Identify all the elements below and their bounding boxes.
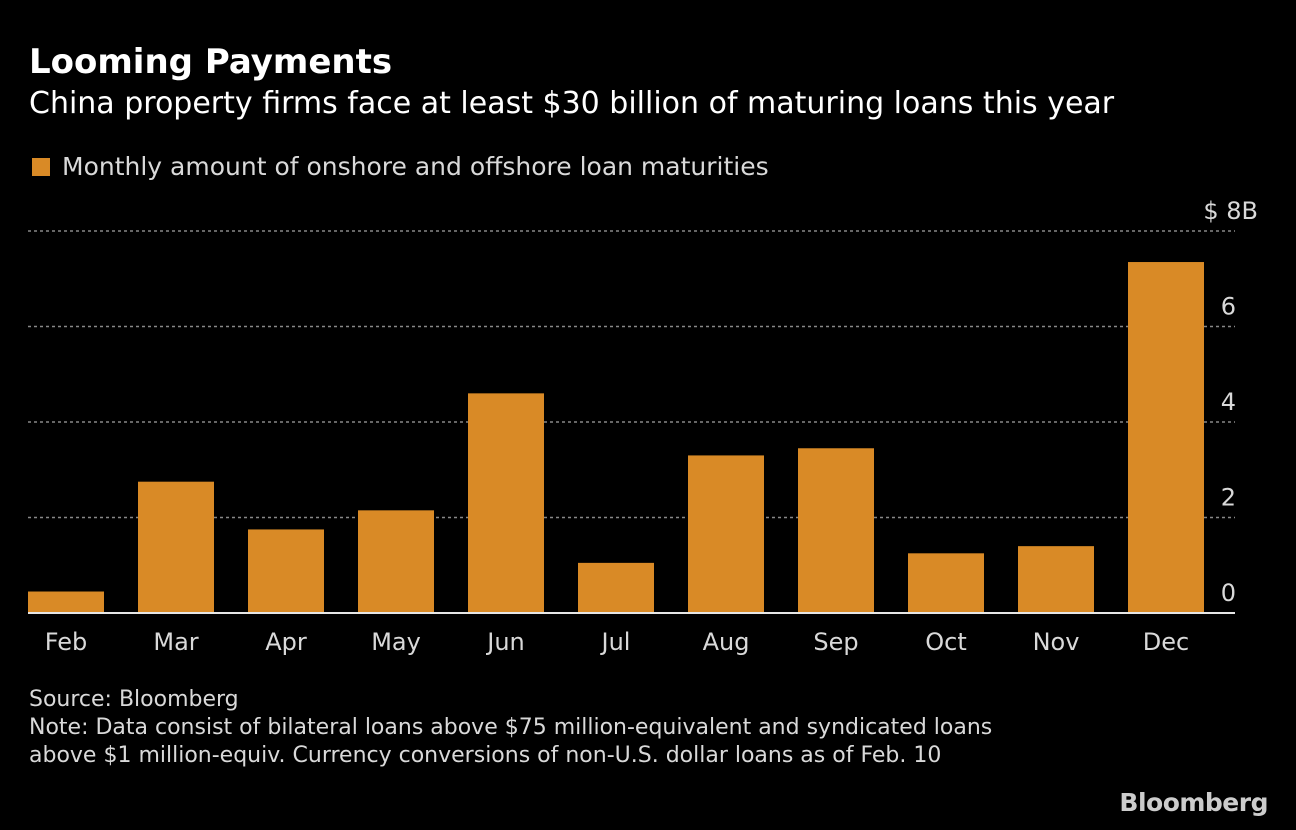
x-tick-label: Jul xyxy=(600,628,631,656)
x-tick-label: Apr xyxy=(265,628,307,656)
x-tick-label: Feb xyxy=(45,628,88,656)
bar xyxy=(1128,262,1204,613)
legend-label: Monthly amount of onshore and offshore l… xyxy=(62,152,769,181)
x-tick-label: Nov xyxy=(1033,628,1080,656)
y-tick-label: $ 8B xyxy=(1203,197,1258,225)
footer: Source: Bloomberg Note: Data consist of … xyxy=(29,686,1049,770)
legend: Monthly amount of onshore and offshore l… xyxy=(32,152,769,181)
y-tick-label: 0 xyxy=(1221,579,1236,607)
y-tick-label: 6 xyxy=(1221,293,1236,321)
bar xyxy=(248,529,324,613)
y-tick-label: 4 xyxy=(1221,388,1236,416)
bar xyxy=(798,448,874,613)
note-text: Note: Data consist of bilateral loans ab… xyxy=(29,715,993,768)
bar xyxy=(908,553,984,613)
bar xyxy=(578,562,654,613)
x-tick-label: Mar xyxy=(153,628,198,656)
source-text: Source: Bloomberg xyxy=(29,687,239,712)
bar xyxy=(358,510,434,613)
bloomberg-logo: Bloomberg xyxy=(1119,788,1268,817)
x-tick-label: Sep xyxy=(813,628,858,656)
x-tick-label: Oct xyxy=(925,628,967,656)
bar xyxy=(1018,546,1094,613)
bar xyxy=(28,591,104,613)
bar xyxy=(688,455,764,613)
y-tick-label: 2 xyxy=(1221,484,1236,512)
x-tick-label: May xyxy=(371,628,421,656)
x-tick-label: Dec xyxy=(1143,628,1189,656)
x-tick-label: Aug xyxy=(703,628,750,656)
legend-swatch xyxy=(32,157,50,176)
bar xyxy=(468,393,544,613)
x-tick-label: Jun xyxy=(485,628,525,656)
chart-subtitle: China property firms face at least $30 b… xyxy=(29,86,1115,121)
chart-title: Looming Payments xyxy=(29,42,393,82)
bar xyxy=(138,481,214,613)
